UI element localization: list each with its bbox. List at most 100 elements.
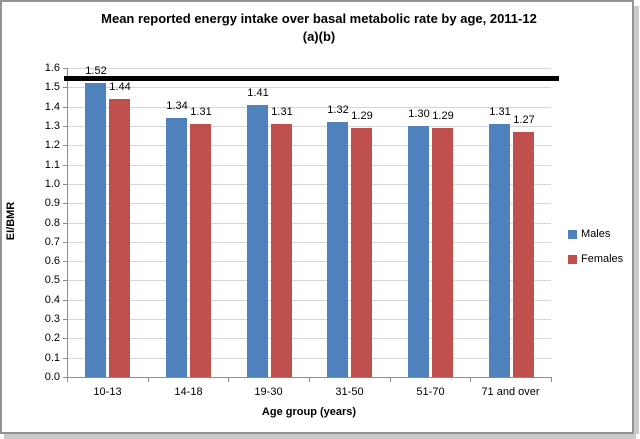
y-axis-tick [63, 280, 67, 281]
gridline [67, 242, 551, 243]
y-tick-label: 0.7 [44, 236, 60, 248]
y-tick-label: 0.0 [44, 371, 60, 383]
chart-title-line2: (a)(b) [302, 29, 336, 44]
y-axis-tick [63, 242, 67, 243]
x-axis-tick [228, 378, 229, 382]
y-tick-label: 1.2 [44, 139, 60, 151]
x-axis-tick [309, 378, 310, 382]
bar-males-14-18 [166, 118, 187, 377]
value-label-females-51-70: 1.29 [432, 110, 454, 122]
y-tick-label: 0.2 [44, 332, 60, 344]
value-label-males-71 and over: 1.31 [489, 106, 511, 118]
gridline [67, 203, 551, 204]
chart-title-line1: Mean reported energy intake over basal m… [101, 11, 537, 26]
legend-item-males: Males [568, 228, 623, 240]
y-axis-tick [63, 223, 67, 224]
y-axis-tick [63, 184, 67, 185]
gridline [67, 165, 551, 166]
y-axis-tick [63, 203, 67, 204]
value-label-females-19-30: 1.31 [271, 106, 293, 118]
y-axis-line [67, 68, 68, 378]
x-category-label: 19-30 [254, 386, 283, 398]
gridline [67, 280, 551, 281]
bar-males-31-50 [327, 122, 348, 377]
y-axis-tick [63, 261, 67, 262]
bar-females-14-18 [190, 124, 211, 377]
y-tick-label: 0.4 [44, 294, 60, 306]
x-category-label: 71 and over [481, 386, 540, 398]
value-label-females-31-50: 1.29 [351, 110, 373, 122]
y-tick-label: 1.4 [44, 101, 60, 113]
legend-item-females: Females [568, 253, 623, 265]
gridline [67, 223, 551, 224]
reference-line [64, 76, 559, 81]
y-axis-tick [63, 358, 67, 359]
females-swatch-icon [568, 254, 577, 264]
value-label-females-14-18: 1.31 [190, 106, 212, 118]
y-axis-tick [63, 300, 67, 301]
gridline [67, 300, 551, 301]
bar-females-19-30 [271, 124, 292, 377]
gridline [67, 126, 551, 127]
legend-label-males: Males [581, 228, 611, 240]
value-label-females-71 and over: 1.27 [513, 114, 535, 126]
x-axis-line [67, 377, 552, 378]
gridline [67, 338, 551, 339]
x-category-label: 10-13 [93, 386, 122, 398]
y-axis-tick [63, 145, 67, 146]
gridline [67, 261, 551, 262]
y-axis-tick [63, 126, 67, 127]
value-label-males-31-50: 1.32 [327, 104, 349, 116]
y-tick-label: 0.8 [44, 217, 60, 229]
x-axis-tick [67, 378, 68, 382]
legend-label-females: Females [581, 253, 624, 265]
gridline [67, 184, 551, 185]
x-axis-tick [148, 378, 149, 382]
value-label-males-10-13: 1.52 [85, 65, 107, 77]
gridline [67, 358, 551, 359]
x-axis-tick [390, 378, 391, 382]
x-axis-title: Age group (years) [261, 406, 357, 418]
gridline [67, 68, 551, 69]
males-swatch-icon [568, 229, 577, 239]
x-axis-tick [551, 378, 552, 382]
legend: Males Females [568, 228, 623, 278]
bar-males-10-13 [85, 83, 106, 377]
bar-females-71 and over [513, 131, 534, 377]
y-tick-label: 1.0 [44, 178, 60, 190]
frame-shadow-right [634, 6, 639, 434]
bar-females-10-13 [109, 98, 130, 377]
y-axis-tick [63, 319, 67, 320]
y-axis-title: EI/BMR [5, 201, 17, 241]
bar-females-31-50 [351, 127, 372, 377]
value-label-males-51-70: 1.30 [408, 108, 430, 120]
x-category-label: 51-70 [416, 386, 445, 398]
chart-frame: Mean reported energy intake over basal m… [0, 0, 634, 434]
y-tick-label: 0.1 [44, 352, 60, 364]
value-label-males-19-30: 1.41 [247, 87, 269, 99]
gridline [67, 319, 551, 320]
bar-males-71 and over [489, 124, 510, 377]
gridline [67, 107, 551, 108]
value-label-males-14-18: 1.34 [166, 100, 188, 112]
gridline [67, 87, 551, 88]
bar-males-19-30 [247, 104, 268, 377]
bar-males-51-70 [408, 125, 429, 377]
y-axis-tick [63, 68, 67, 69]
y-tick-label: 0.3 [44, 313, 60, 325]
x-category-label: 14-18 [174, 386, 203, 398]
y-axis-tick [63, 377, 67, 378]
y-tick-label: 0.6 [44, 255, 60, 267]
y-axis-tick [63, 338, 67, 339]
y-axis-tick [63, 165, 67, 166]
x-axis-tick [470, 378, 471, 382]
y-tick-label: 1.5 [44, 81, 60, 93]
bar-females-51-70 [432, 127, 453, 377]
chart-title: Mean reported energy intake over basal m… [2, 10, 636, 46]
gridline [67, 145, 551, 146]
x-category-label: 31-50 [335, 386, 364, 398]
y-tick-label: 0.9 [44, 197, 60, 209]
frame-shadow-bottom [4, 434, 636, 439]
y-tick-label: 0.5 [44, 274, 60, 286]
